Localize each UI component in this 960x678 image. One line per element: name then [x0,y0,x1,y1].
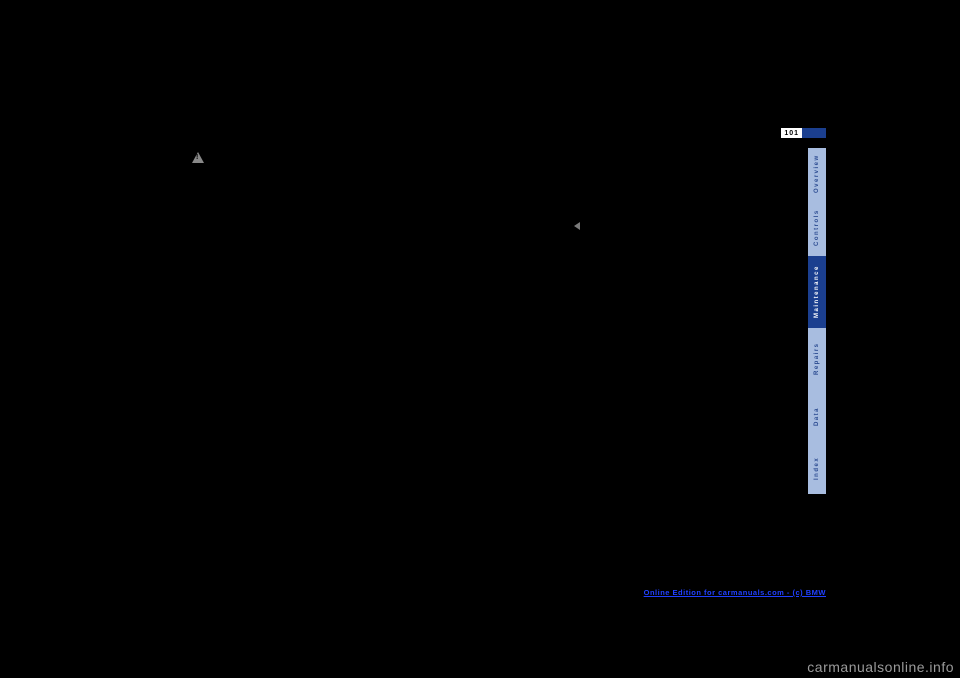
tab-overview[interactable]: Overview [808,148,826,200]
tab-data[interactable]: Data [808,390,826,442]
manual-page: 101 Overview Controls Maintenance Repair… [120,100,840,610]
page-number-row: 101 [781,128,826,138]
tab-repairs[interactable]: Repairs [808,328,826,390]
tab-maintenance[interactable]: Maintenance [808,256,826,328]
page-number-accent [802,128,826,138]
section-tabs: Overview Controls Maintenance Repairs Da… [808,148,826,494]
warning-icon [192,152,204,164]
online-edition-link[interactable]: Online Edition for carmanuals.com - (c) … [644,588,826,597]
page-number: 101 [781,128,802,138]
tab-controls[interactable]: Controls [808,200,826,256]
watermark: carmanualsonline.info [807,659,954,675]
arrow-left-icon [574,222,580,230]
tab-index[interactable]: Index [808,442,826,494]
